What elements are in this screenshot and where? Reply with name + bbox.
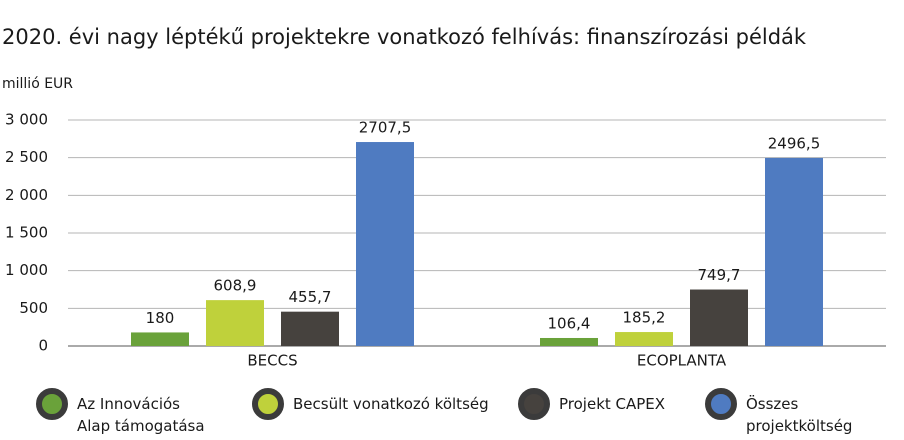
y-tick-label: 0: [38, 337, 48, 355]
y-axis-label: millió EUR: [2, 76, 73, 92]
bar: [131, 332, 189, 346]
bar: [690, 289, 748, 346]
legend-label: Becsült vonatkozó költség: [293, 395, 489, 413]
value-label: 180: [146, 309, 175, 327]
legend-item: Az Innovációs Alap támogatása: [36, 388, 217, 437]
y-tick-label: 3 000: [5, 111, 48, 129]
bar: [540, 337, 598, 346]
value-label: 185,2: [623, 309, 666, 327]
legend-swatch: [36, 388, 68, 420]
legend-swatch: [518, 388, 550, 420]
y-tick-label: 1 500: [5, 224, 48, 242]
legend-item: Összes projektköltség: [705, 388, 904, 437]
legend-item: Becsült vonatkozó költség: [252, 388, 489, 420]
bar: [356, 142, 414, 346]
y-tick-label: 1 000: [5, 261, 48, 279]
legend-item: Projekt CAPEX: [518, 388, 666, 420]
legend-label: Az Innovációs Alap támogatása: [77, 395, 205, 435]
value-label: 608,9: [214, 277, 257, 295]
bar: [206, 300, 264, 346]
y-tick-label: 2 500: [5, 148, 48, 166]
value-label: 106,4: [548, 314, 591, 332]
value-label: 455,7: [289, 288, 332, 306]
bar: [765, 157, 823, 346]
legend-label: Projekt CAPEX: [559, 395, 666, 413]
x-tick-label: ECOPLANTA: [637, 352, 727, 370]
legend-label: Összes projektköltség: [746, 395, 853, 435]
value-label: 2496,5: [768, 134, 821, 152]
value-label: 749,7: [698, 266, 741, 284]
bar: [281, 311, 339, 346]
x-tick-label: BECCS: [247, 352, 297, 370]
legend-swatch: [705, 388, 737, 420]
chart: 2020. évi nagy léptékű projektekre vonat…: [2, 25, 886, 370]
legend-swatch: [252, 388, 284, 420]
bar: [615, 332, 673, 346]
y-tick-label: 500: [19, 299, 48, 317]
y-tick-label: 2 000: [5, 186, 48, 204]
value-label: 2707,5: [359, 119, 412, 137]
chart-title: 2020. évi nagy léptékű projektekre vonat…: [2, 25, 807, 49]
